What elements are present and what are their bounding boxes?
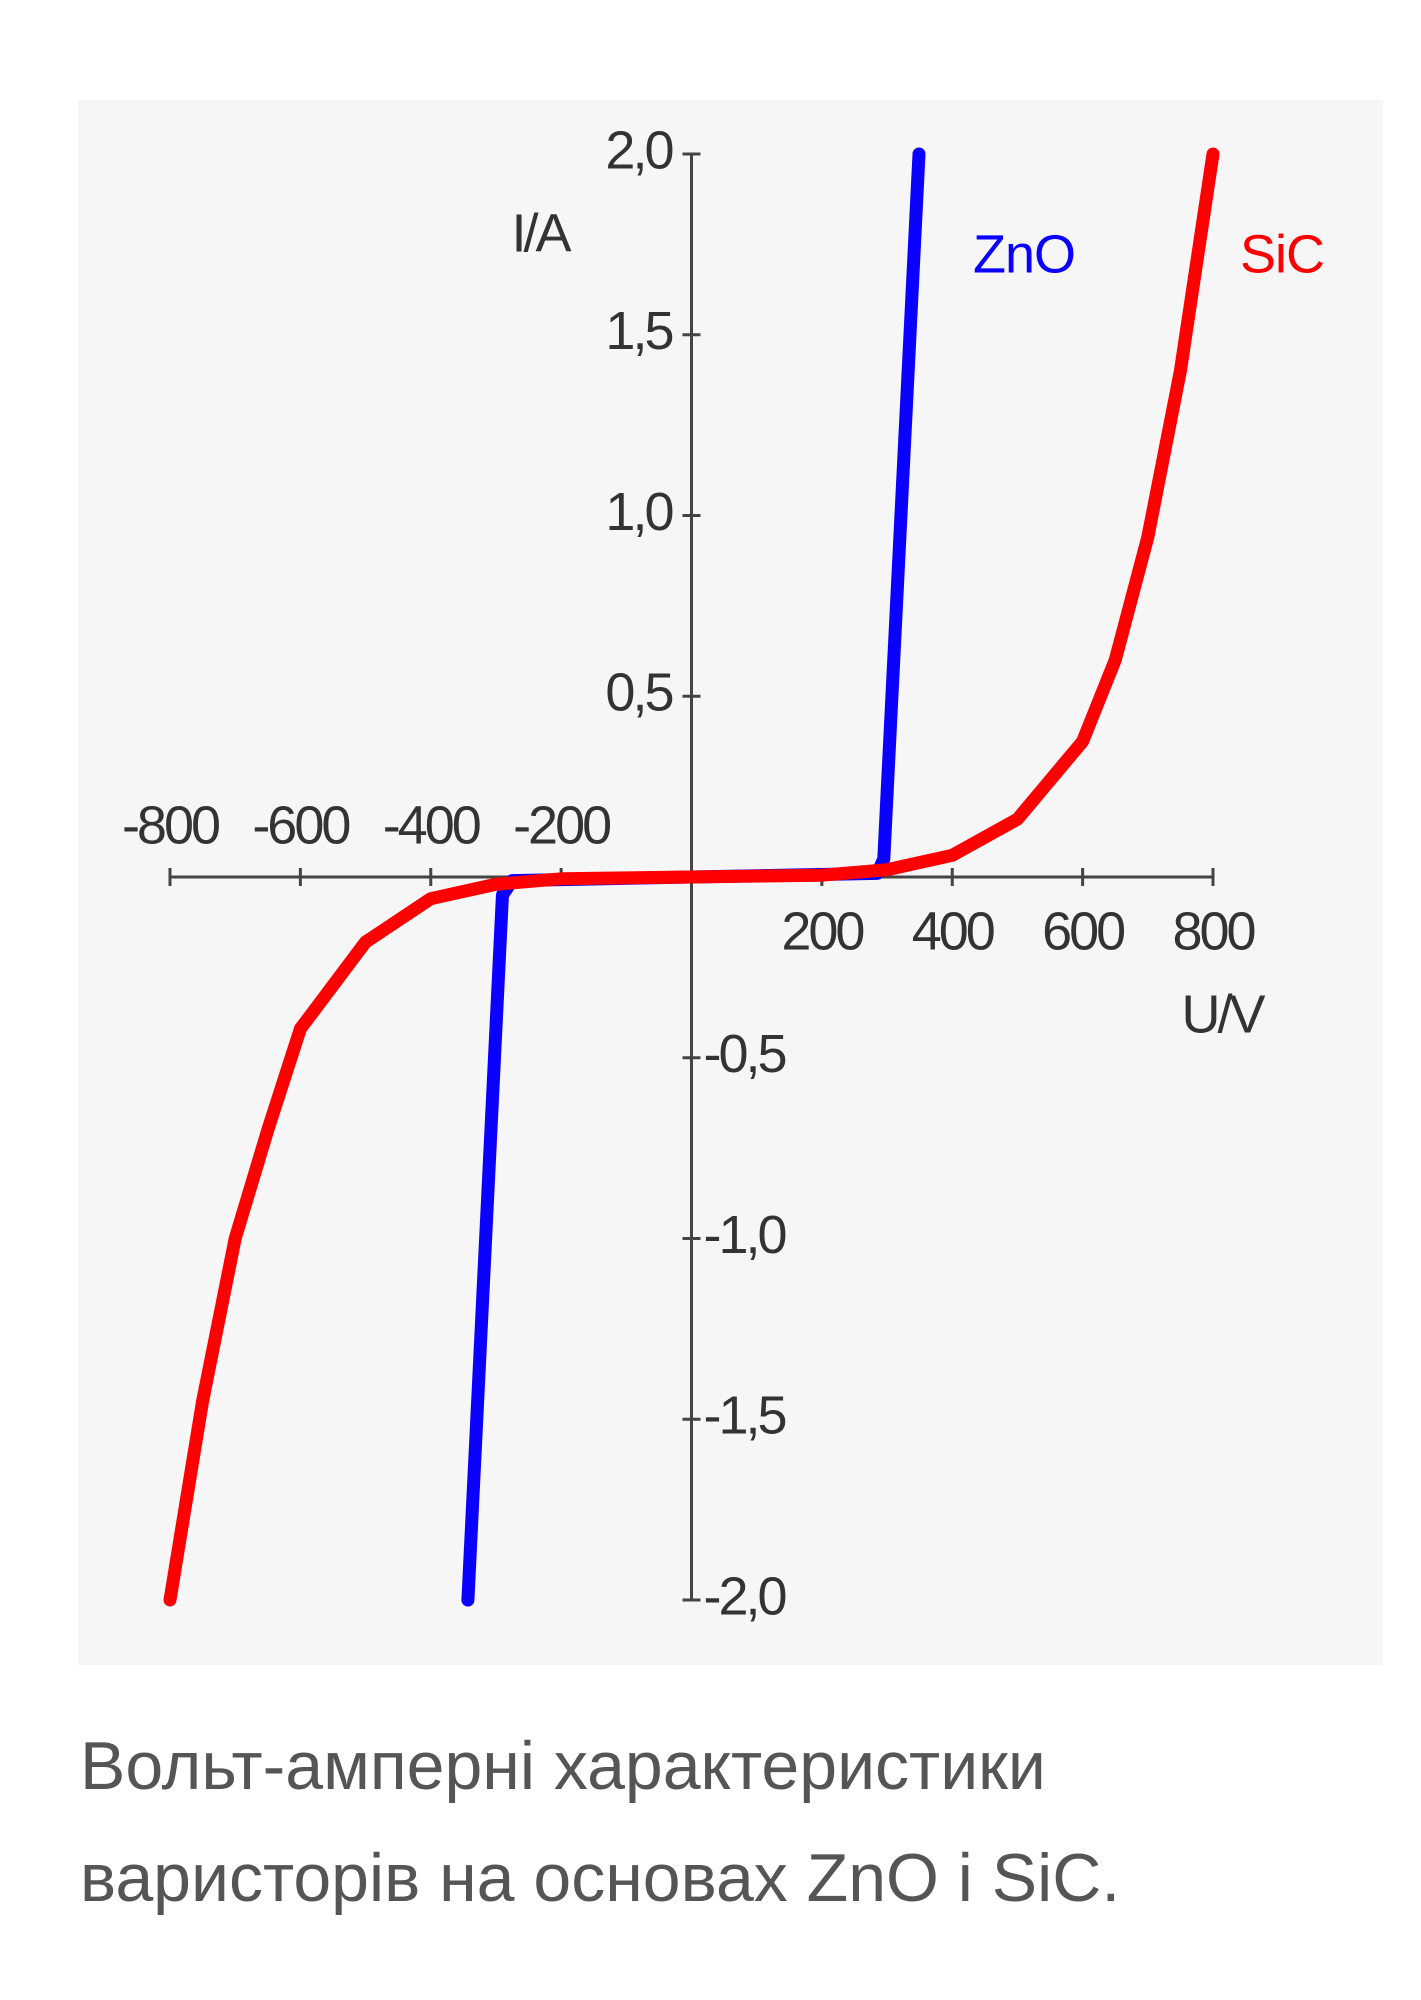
y-tick-label: 1,5 <box>605 301 672 361</box>
y-tick-label: -2,0 <box>704 1566 786 1626</box>
x-axis-label: U/V <box>1181 984 1265 1044</box>
series-label: ZnO <box>973 224 1075 284</box>
x-tick-label: -600 <box>252 795 349 855</box>
x-tick-label: 200 <box>781 901 863 961</box>
series-label: SiC <box>1240 224 1324 284</box>
x-tick-label: -200 <box>513 795 610 855</box>
y-tick-label: 1,0 <box>605 482 672 542</box>
y-tick-label: 2,0 <box>605 120 672 180</box>
y-tick-label: -0,5 <box>704 1024 786 1084</box>
x-tick-label: -400 <box>383 795 480 855</box>
x-tick-label: 800 <box>1172 901 1254 961</box>
y-tick-label: -1,0 <box>704 1205 786 1265</box>
series-line <box>163 147 1220 1607</box>
y-tick-label: -1,5 <box>704 1386 786 1446</box>
y-axis-label: I/A <box>511 203 571 263</box>
caption: Вольт-амперні характеристики варисторів … <box>80 1728 1121 1916</box>
x-tick-label: -800 <box>122 795 219 855</box>
x-tick-label: 600 <box>1042 901 1124 961</box>
chart: -800 -600 -400 -200 200 400 600 800 2,0 1,5 1,0 0,5… <box>121 120 1326 1627</box>
x-tick-label: 400 <box>912 901 994 961</box>
y-tick-label: 0,5 <box>605 663 672 723</box>
